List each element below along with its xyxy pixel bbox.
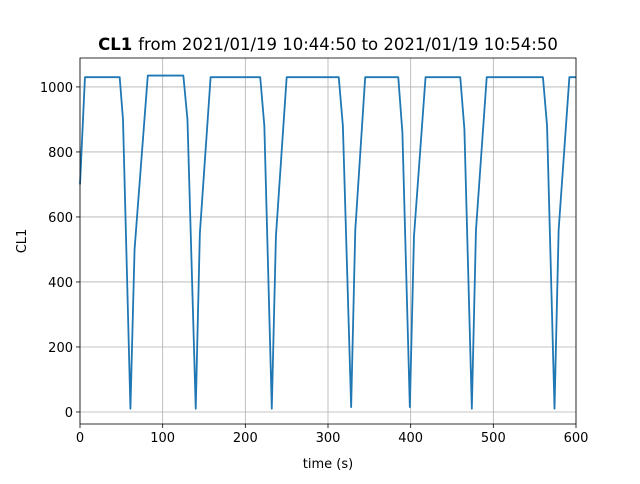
title-rest: from 2021/01/19 10:44:50 to 2021/01/19 1… (138, 35, 558, 54)
chart-title: CL1 from 2021/01/19 10:44:50 to 2021/01/1… (98, 35, 558, 54)
y-tick-label: 800 (48, 146, 73, 161)
x-tick-label: 100 (150, 431, 175, 446)
x-tick-label: 500 (481, 431, 506, 446)
x-tick-label: 200 (233, 431, 258, 446)
title-bold: CL1 (98, 35, 132, 54)
x-tick-label: 400 (398, 431, 423, 446)
plot-frame (79, 57, 577, 425)
y-tick-label: 200 (48, 341, 73, 356)
x-tick-label: 600 (564, 431, 589, 446)
x-tick-label: 300 (316, 431, 341, 446)
data-line (79, 74, 576, 410)
y-tick-label: 0 (65, 406, 73, 421)
y-tick-label: 400 (48, 276, 73, 291)
x-axis-label: time (s) (303, 457, 353, 472)
y-axis-label: CL1 (15, 229, 30, 254)
y-tick-label: 600 (48, 211, 73, 226)
x-tick-label: 0 (76, 431, 84, 446)
y-tick-label: 1000 (40, 81, 73, 96)
